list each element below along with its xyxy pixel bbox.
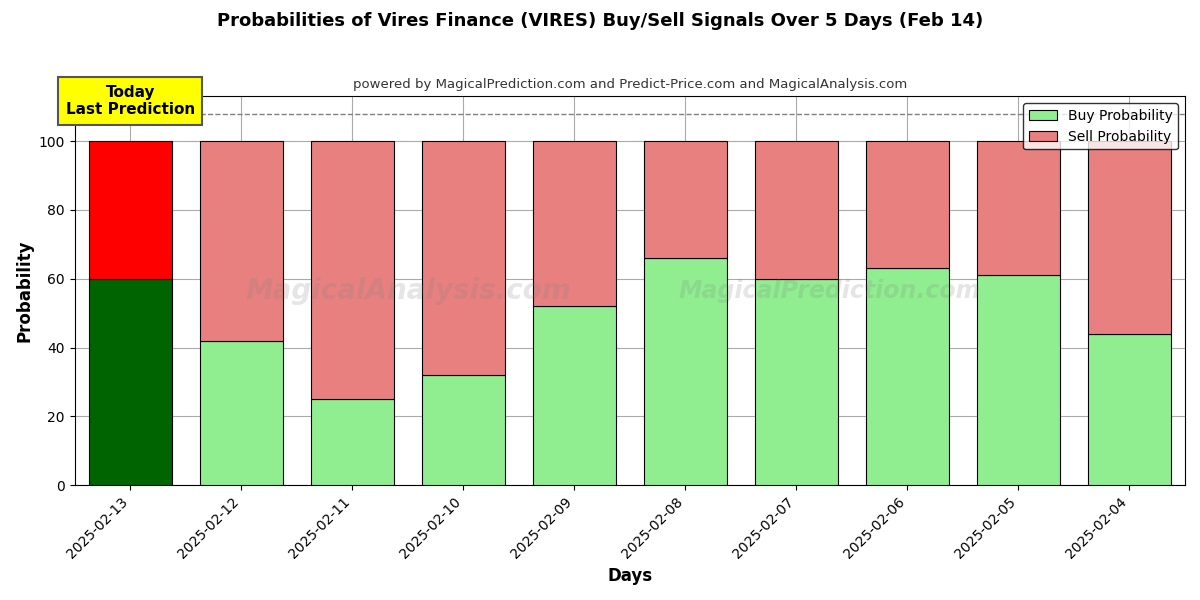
Bar xyxy=(199,141,283,341)
Bar xyxy=(977,141,1060,275)
Bar xyxy=(1088,334,1171,485)
Bar xyxy=(865,268,949,485)
Bar xyxy=(421,141,505,375)
Bar xyxy=(421,375,505,485)
Legend: Buy Probability, Sell Probability: Buy Probability, Sell Probability xyxy=(1024,103,1178,149)
Text: Probabilities of Vires Finance (VIRES) Buy/Sell Signals Over 5 Days (Feb 14): Probabilities of Vires Finance (VIRES) B… xyxy=(217,12,983,30)
Text: Today
Last Prediction: Today Last Prediction xyxy=(66,85,194,117)
Bar xyxy=(643,258,727,485)
Bar xyxy=(311,399,394,485)
Bar xyxy=(199,341,283,485)
Bar xyxy=(865,141,949,268)
Title: powered by MagicalPrediction.com and Predict-Price.com and MagicalAnalysis.com: powered by MagicalPrediction.com and Pre… xyxy=(353,78,907,91)
Bar xyxy=(755,279,838,485)
Bar xyxy=(533,306,616,485)
Bar xyxy=(533,141,616,306)
Bar xyxy=(89,279,172,485)
Bar xyxy=(643,141,727,258)
X-axis label: Days: Days xyxy=(607,567,653,585)
Bar xyxy=(977,275,1060,485)
Text: MagicalPrediction.com: MagicalPrediction.com xyxy=(678,279,980,303)
Bar xyxy=(311,141,394,399)
Bar xyxy=(755,141,838,279)
Y-axis label: Probability: Probability xyxy=(16,239,34,342)
Bar xyxy=(89,141,172,279)
Bar xyxy=(1088,141,1171,334)
Text: MagicalAnalysis.com: MagicalAnalysis.com xyxy=(245,277,570,305)
